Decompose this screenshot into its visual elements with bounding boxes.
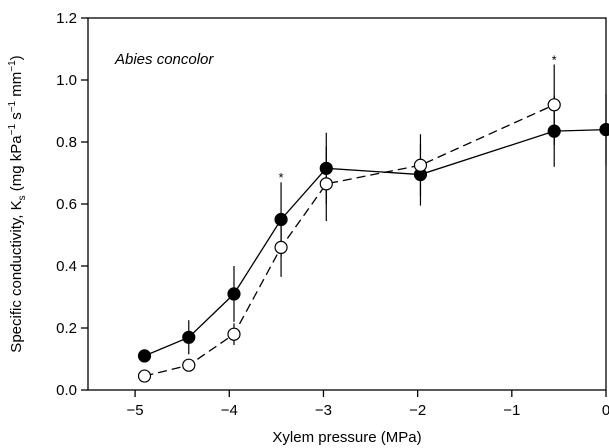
x-axis-ticks: −5 −4 −3 −2 −1 0 [127, 390, 609, 419]
open-point [413, 158, 428, 172]
y-tick-label: 0.6 [56, 196, 77, 213]
open-point [547, 98, 561, 112]
filled-point [227, 287, 241, 301]
plot-border [87, 17, 607, 391]
y-tick-label: 0.2 [56, 320, 77, 337]
x-tick-label: −1 [503, 402, 520, 419]
y-tick-label: 0.4 [56, 258, 77, 275]
significance-marker: * [279, 170, 284, 185]
significance-marker: * [552, 52, 557, 67]
x-tick-label: −5 [127, 402, 144, 419]
filled-point [547, 124, 561, 138]
filled-point [319, 161, 333, 175]
y-axis-ticks: 0.0 0.2 0.4 0.6 0.8 1.0 1.2 [56, 10, 88, 399]
y-axis-title: Specific conductivity, Ks (mg kPa−1 s−1 … [7, 55, 28, 352]
open-point [137, 369, 152, 383]
filled-point [182, 330, 196, 344]
open-point [319, 177, 333, 191]
y-tick-label: 1.2 [56, 10, 77, 27]
y-tick-label: 0.0 [56, 382, 77, 399]
y-tick-label: 1.0 [56, 72, 77, 89]
series-line-open [144, 104, 555, 377]
filled-point [137, 349, 152, 363]
filled-point [274, 212, 288, 227]
series-line-filled [144, 128, 607, 357]
open-point [182, 358, 196, 372]
open-point [227, 327, 241, 341]
x-axis-title: Xylem pressure (MPa) [272, 429, 421, 446]
x-tick-label: 0 [602, 402, 609, 419]
filled-point [599, 123, 609, 137]
open-point [274, 240, 288, 254]
x-tick-label: −2 [409, 402, 426, 419]
plot-frame [87, 17, 607, 391]
y-tick-label: 0.8 [56, 134, 77, 151]
species-annotation: Abies concolor [114, 51, 214, 68]
series-layer: ** [137, 52, 609, 383]
x-tick-label: −4 [221, 402, 238, 419]
x-tick-label: −3 [315, 402, 332, 419]
